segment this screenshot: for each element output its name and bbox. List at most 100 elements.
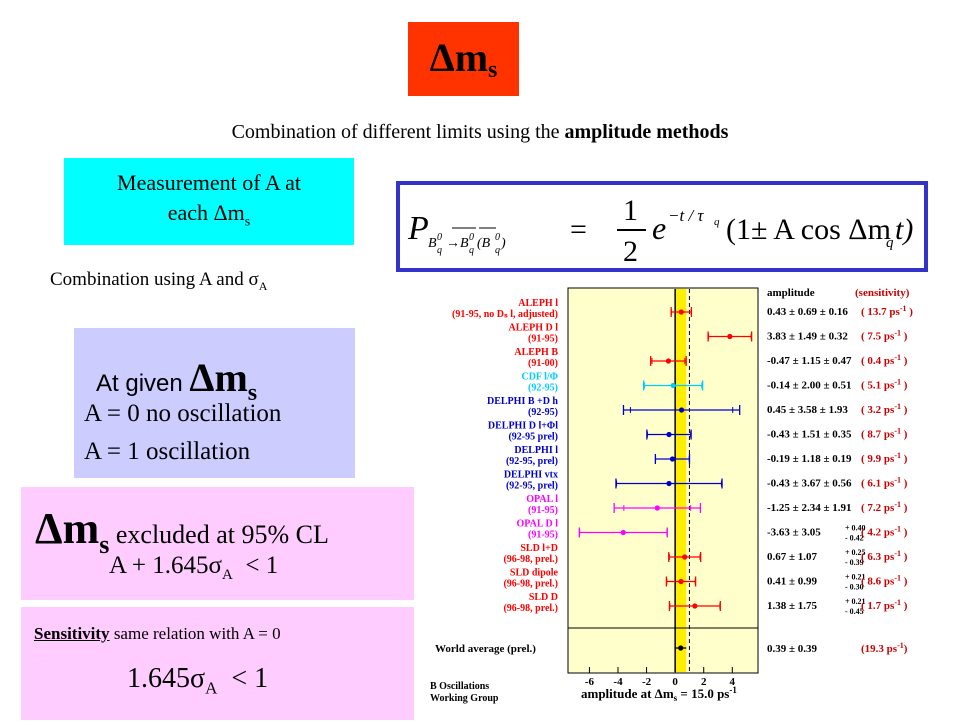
amplitude-value: -0.43 ± 1.51 ± 0.35: [767, 429, 852, 441]
sensitivity-value: ( 4.2 ps-1 ): [861, 525, 908, 539]
experiment-name: DELPHI vtx: [504, 470, 558, 481]
svg-text:): ): [500, 236, 506, 251]
world-average-point: [678, 645, 684, 651]
sensitivity-value: ( 13.7 ps-1 ): [861, 304, 913, 318]
measurement-row: DELPHI l(92-95, prel) -0.19 ± 1.18 ± 0.19…: [506, 445, 908, 467]
given-line: At given Δms: [96, 355, 258, 406]
svg-text:e: e: [652, 210, 666, 246]
sensitivity-condition: 1.645σA < 1: [127, 663, 269, 698]
amplitude-plot-svg: ALEPH l(91-95, no Dₛ l, adjusted) 0.43 ± …: [430, 287, 913, 704]
syst-up: + 0.21: [845, 573, 866, 582]
amplitude-value: 0.43 ± 0.69 ± 0.16: [767, 306, 848, 318]
given-box: At given Δms A = 0 no oscillation A = 1 …: [74, 328, 355, 478]
amplitude-header: amplitude: [767, 287, 815, 299]
experiment-name: OPAL D l: [517, 519, 559, 530]
syst-up: + 0.40: [845, 524, 866, 533]
world-average-label: World average (prel.): [435, 643, 536, 655]
svg-text:2: 2: [623, 235, 638, 268]
svg-text:0: 0: [437, 232, 442, 243]
experiment-name: SLD dipole: [510, 568, 559, 579]
data-point: [692, 603, 698, 609]
x-tick-label: -6: [585, 676, 595, 688]
excluded-condition: A + 1.645σA < 1: [109, 552, 279, 583]
data-point: [670, 382, 676, 389]
formula-subscript: B 0q →B 0q (B 0q ): [428, 227, 506, 256]
measurement-line1: Measurement of A at: [117, 170, 301, 195]
amplitude-value: 0.45 ± 3.58 ± 1.93: [767, 404, 848, 416]
experiment-name: CDF l/Φ: [521, 372, 558, 383]
combination-using-text: Combination using A and σA: [50, 269, 268, 293]
svg-text:t): t): [895, 213, 913, 246]
x-tick-label: -4: [613, 676, 623, 688]
experiment-period: (92-95 prel): [508, 432, 558, 443]
svg-text:0: 0: [469, 232, 474, 243]
sensitivity-value: ( 5.1 ps-1 ): [861, 378, 908, 392]
measurement-row: SLD dipole(96-98, prel.) 0.41 ± 0.99 + 0.2…: [503, 568, 907, 592]
sensitivity-value: ( 6.3 ps-1 ): [861, 549, 908, 563]
svg-text:−t / τ: −t / τ: [668, 206, 704, 225]
measurement-row: DELPHI D l+Φl(92-95 prel) -0.43 ± 1.51 ± …: [488, 421, 908, 443]
data-point: [665, 358, 672, 364]
experiment-period: (91-95): [528, 530, 558, 541]
data-point: [654, 505, 660, 511]
title-text: Δms: [429, 35, 498, 83]
svg-text:→B: →B: [446, 236, 469, 251]
data-point: [669, 456, 676, 462]
world-average-sensitivity: (19.3 ps-1): [861, 641, 908, 655]
svg-text:q: q: [437, 245, 442, 256]
data-point: [666, 480, 672, 487]
amplitude-value: -1.25 ± 2.34 ± 1.91: [767, 502, 852, 514]
oscillation-text: A = 1 oscillation: [84, 438, 251, 465]
no-oscillation-text: A = 0 no oscillation: [84, 400, 282, 427]
world-average-value: 0.39 ± 0.39: [767, 643, 818, 655]
data-point: [682, 554, 688, 560]
amplitude-value: 0.67 ± 1.07: [767, 551, 818, 563]
svg-text:=: =: [570, 213, 587, 246]
experiment-period: (92-95): [528, 383, 558, 394]
data-point: [727, 333, 733, 340]
amplitude-value: -0.19 ± 1.18 ± 0.19: [767, 453, 852, 465]
amplitude-value: 1.38 ± 1.75: [767, 600, 818, 612]
experiment-name: DELPHI D l+Φl: [488, 421, 558, 432]
group-line1: B Oscillations: [430, 681, 489, 692]
sensitivity-value: ( 7.2 ps-1 ): [861, 500, 908, 514]
experiment-name: OPAL l: [526, 494, 558, 505]
measurement-row: CDF l/Φ(92-95) -0.14 ± 2.00 ± 0.51 ( 5.1 p…: [521, 372, 907, 394]
experiment-period: (96-98, prel.): [503, 554, 558, 565]
experiment-name: SLD l+D: [520, 543, 558, 554]
svg-text:1: 1: [623, 194, 638, 227]
amplitude-value: -0.43 ± 3.67 ± 0.56: [767, 478, 852, 490]
sensitivity-value: ( 8.6 ps-1 ): [861, 574, 908, 588]
amplitude-value: -0.14 ± 2.00 ± 0.51: [767, 380, 852, 392]
svg-text:q: q: [714, 216, 720, 228]
data-point: [666, 431, 672, 438]
excluded-line: Δms excluded at 95% CL: [35, 504, 329, 559]
data-point: [678, 407, 685, 413]
syst-up: + 0.25: [845, 548, 866, 557]
svg-text:(B: (B: [477, 236, 491, 251]
sensitivity-header: (sensitivity): [855, 287, 910, 299]
subtitle: Combination of different limits using th…: [231, 121, 729, 143]
amplitude-value: -3.63 ± 3.05: [767, 527, 821, 539]
x-tick-label: 0: [672, 676, 678, 688]
amplitude-value: -0.47 ± 1.15 ± 0.47: [767, 355, 852, 367]
syst-down: - 0.39: [845, 558, 864, 567]
experiment-period: (96-98, prel.): [503, 579, 558, 590]
oscillation-formula: P B 0q →B 0q (B 0q ) = 1 2 e −t / τ q (1± A…: [407, 194, 913, 268]
x-tick-label: 4: [730, 676, 736, 688]
svg-text:B: B: [428, 236, 437, 251]
syst-down: - 0.42: [845, 534, 864, 543]
data-point: [620, 529, 626, 536]
data-point: [678, 578, 684, 585]
experiment-period: (91-95): [528, 505, 558, 516]
experiment-period: (91-95): [528, 334, 558, 345]
amplitude-value: 3.83 ± 1.49 ± 0.32: [767, 331, 848, 343]
data-point: [678, 309, 684, 315]
svg-text:(1± A cos Δm: (1± A cos Δm: [726, 213, 891, 246]
sensitivity-line: Sensitivity same relation with A = 0: [34, 624, 281, 643]
excluded-box: Δms excluded at 95% CL A + 1.645σA < 1: [21, 487, 414, 600]
sensitivity-value: ( 0.4 ps-1 ): [861, 353, 908, 367]
syst-down: - 0.30: [845, 583, 864, 592]
syst-down: - 0.45: [845, 607, 864, 616]
experiment-name: DELPHI l: [514, 445, 558, 456]
